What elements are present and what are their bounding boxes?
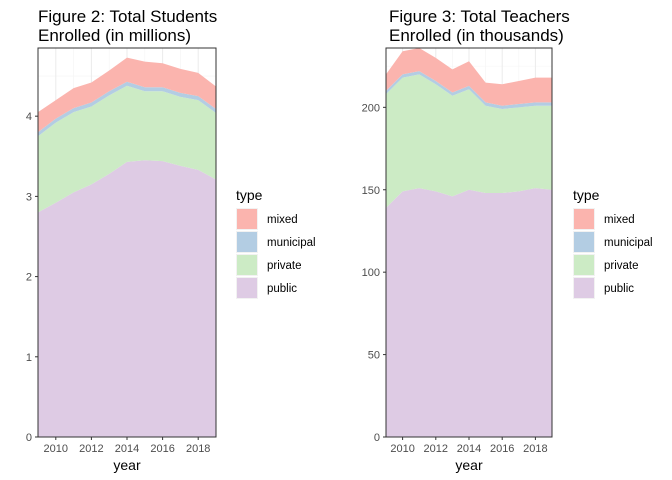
fig2-y-tick-label: 3 <box>26 191 32 203</box>
fig2-area-public <box>38 160 216 438</box>
fig2-legend-swatch-private <box>237 255 257 275</box>
fig3-x-tick-label: 2014 <box>457 443 481 455</box>
fig3-areas <box>386 48 552 437</box>
fig2-legend: type mixed municipal private public <box>236 187 316 299</box>
fig3-x-tick-label: 2018 <box>523 443 547 455</box>
fig3-y-tick-label: 100 <box>362 267 380 279</box>
fig2-area-mixed <box>38 57 216 133</box>
fig2-legend-label-private: private <box>267 260 302 272</box>
fig2-areas <box>38 57 216 438</box>
fig3-legend: type mixed municipal private public <box>573 187 653 299</box>
fig2-legend-swatch-public <box>237 278 257 298</box>
fig2-y-tick-label: 4 <box>26 111 32 123</box>
fig3-y-tick-label: 0 <box>374 432 380 444</box>
fig3-area-municipal <box>386 71 552 109</box>
fig3-legend-swatch-municipal <box>574 232 594 252</box>
fig3-legend-label-private: private <box>604 260 639 272</box>
fig3-area-mixed <box>386 48 552 106</box>
fig3-y-tick-label: 150 <box>362 185 380 197</box>
fig2-title-line-1: Figure 2: Total Students <box>38 7 217 26</box>
fig2-y-tick-label: 0 <box>26 432 32 444</box>
fig2-x-tick-label: 2016 <box>150 443 174 455</box>
fig2-legend-label-public: public <box>267 283 297 295</box>
fig2-x-tick-label: 2010 <box>44 443 68 455</box>
fig2-x-tick-label: 2012 <box>79 443 103 455</box>
fig3-x-tick-label: 2016 <box>490 443 514 455</box>
fig3-legend-swatch-mixed <box>574 209 594 229</box>
fig3-area-public <box>386 188 552 437</box>
fig2-legend-title: type <box>236 187 263 203</box>
fig3-legend-swatch-private <box>574 255 594 275</box>
fig2-x-tick-label: 2018 <box>186 443 210 455</box>
fig3-legend-label-mixed: mixed <box>604 214 635 226</box>
fig3-legend-swatch-public <box>574 278 594 298</box>
fig2-legend-swatch-mixed <box>237 209 257 229</box>
fig3-x-axis-title: year <box>455 457 483 473</box>
fig2-area-municipal <box>38 81 216 137</box>
fig3-title-line-1: Figure 3: Total Teachers <box>389 7 570 26</box>
fig2-x-axis-title: year <box>113 457 141 473</box>
fig2-x-tick-label: 2014 <box>115 443 139 455</box>
fig2-title-line-2: Enrolled (in millions) <box>38 26 191 45</box>
fig2-y-tick-label: 1 <box>26 352 32 364</box>
fig3-legend-title: type <box>573 187 600 203</box>
fig3-legend-label-public: public <box>604 283 634 295</box>
fig3-legend-label-municipal: municipal <box>604 237 653 249</box>
fig3-y-tick-label: 200 <box>362 102 380 114</box>
fig2-y-tick-label: 2 <box>26 272 32 284</box>
fig2-legend-label-municipal: municipal <box>267 237 316 249</box>
fig2-area-private <box>38 85 216 213</box>
fig3-area-private <box>386 74 552 208</box>
fig2-legend-label-mixed: mixed <box>267 214 298 226</box>
fig3-x-tick-label: 2012 <box>424 443 448 455</box>
fig2-legend-swatch-municipal <box>237 232 257 252</box>
fig3-x-tick-label: 2010 <box>390 443 414 455</box>
fig3-title-line-2: Enrolled (in thousands) <box>389 26 564 45</box>
fig3-y-tick-label: 50 <box>368 350 380 362</box>
